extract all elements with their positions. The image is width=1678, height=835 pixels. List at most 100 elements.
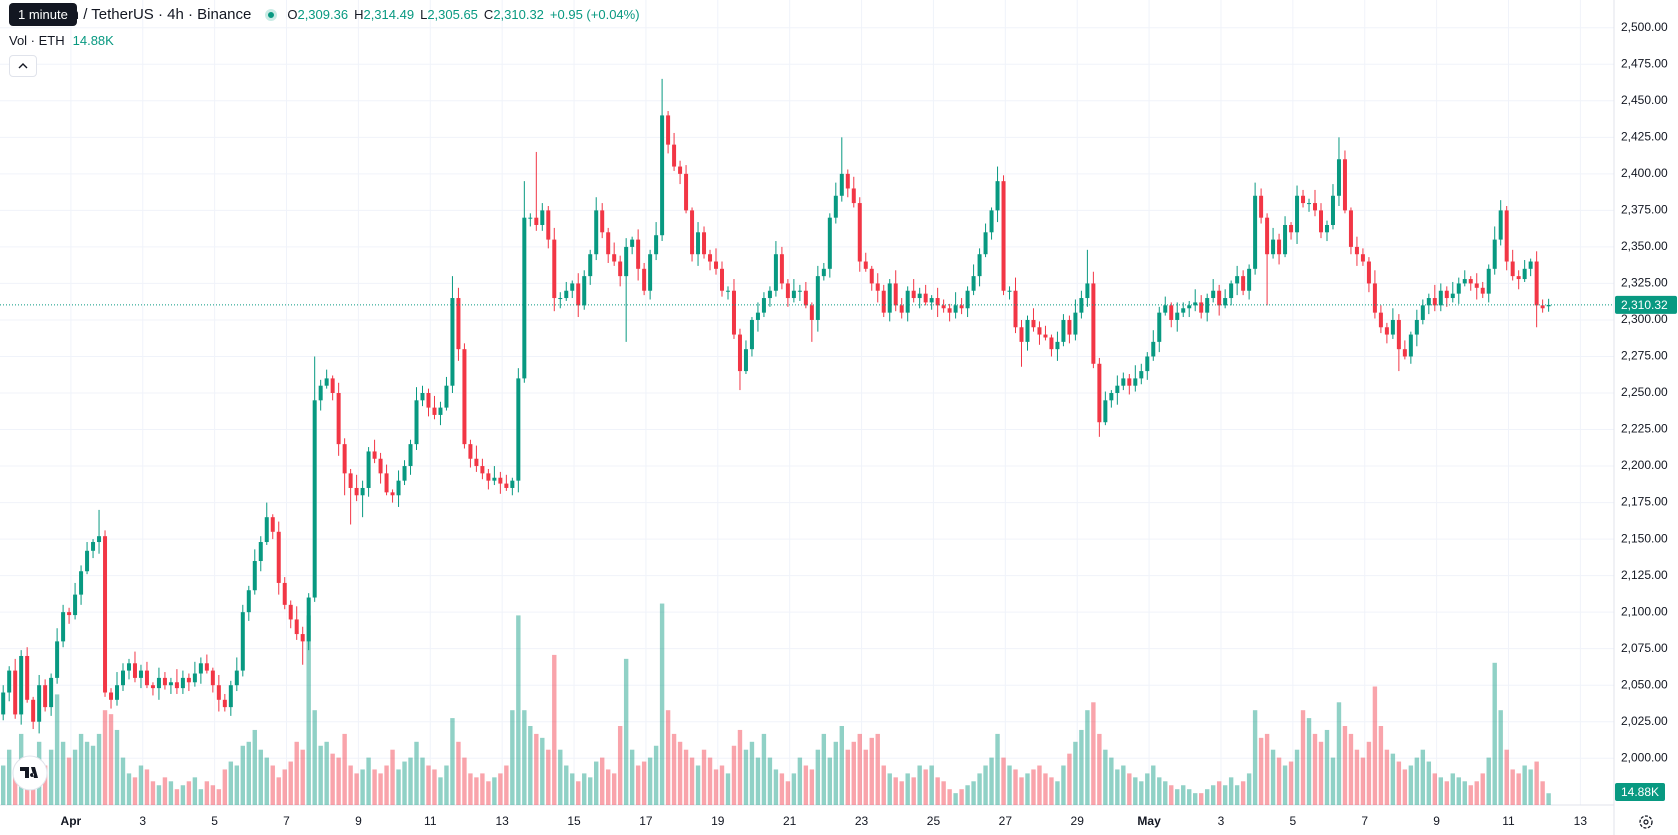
volume-bar xyxy=(893,777,898,805)
candle-body xyxy=(198,663,203,674)
volume-bar xyxy=(498,773,503,805)
volume-bar xyxy=(1163,781,1168,805)
volume-bar xyxy=(683,749,689,805)
volume-bar xyxy=(941,781,946,805)
volume-bar xyxy=(1133,777,1138,805)
candle-body xyxy=(270,517,275,532)
volume-bar xyxy=(905,773,910,805)
candle-body xyxy=(1390,319,1395,335)
volume-bar xyxy=(1264,733,1270,805)
volume-bar xyxy=(1228,777,1234,805)
logo-mark xyxy=(20,767,38,778)
candle-body xyxy=(31,699,36,722)
volume-bar xyxy=(588,777,593,805)
y-tick-label: 2,500.00 xyxy=(1621,20,1668,34)
candle-body xyxy=(252,561,257,591)
candle-body xyxy=(258,542,263,562)
volume-bar xyxy=(1109,757,1114,805)
volume-bar xyxy=(1510,769,1515,805)
volume-bar xyxy=(222,769,228,805)
volume-bar xyxy=(995,733,1000,805)
candle-body xyxy=(612,254,617,262)
candle-body xyxy=(1091,283,1096,364)
volume-bar xyxy=(396,769,401,805)
volume-bar xyxy=(372,769,377,805)
volume-bar xyxy=(707,757,713,805)
volume-bar xyxy=(617,726,623,805)
candle-body xyxy=(1408,334,1413,357)
x-tick-label: 25 xyxy=(927,814,941,828)
candle-body xyxy=(1354,246,1359,255)
candle-body xyxy=(174,682,179,689)
volume-bar xyxy=(138,765,144,805)
candle-body xyxy=(720,268,724,291)
candle-body xyxy=(1061,319,1066,342)
volume-bar xyxy=(899,781,904,805)
candle-body xyxy=(1486,268,1491,294)
collapse-button[interactable] xyxy=(9,55,37,77)
volume-bar xyxy=(671,733,677,805)
candle-body xyxy=(857,203,862,262)
volume-bar xyxy=(276,777,281,805)
candle-body xyxy=(1205,298,1210,313)
candle-body xyxy=(1007,290,1012,292)
volume-bar xyxy=(246,741,251,805)
volume-bar xyxy=(641,761,647,805)
candle-body xyxy=(983,232,988,255)
volume-bar xyxy=(1426,761,1432,805)
candle-body xyxy=(1319,210,1323,233)
volume-bar xyxy=(935,777,940,805)
x-tick-label: Apr xyxy=(61,814,82,828)
candle-body xyxy=(1283,224,1288,255)
x-tick-label: 7 xyxy=(1361,814,1368,828)
candle-body xyxy=(1528,261,1533,269)
volume-bar xyxy=(510,710,515,805)
candle-body xyxy=(959,305,964,309)
volume-bar xyxy=(60,741,66,805)
ohlc-value: 2,310.32 xyxy=(493,7,544,22)
volume-bar xyxy=(1342,726,1348,805)
volume-bar xyxy=(1007,765,1012,805)
x-tick-label: 5 xyxy=(211,814,218,828)
volume-bar xyxy=(360,769,365,805)
candle-body xyxy=(1139,371,1144,379)
candle-body xyxy=(672,144,677,167)
gear-hub xyxy=(1643,819,1649,825)
settings-icon[interactable] xyxy=(1639,815,1653,829)
ohlc-high: H2,314.49 xyxy=(354,7,414,22)
candle-body xyxy=(546,210,551,240)
volume-bar xyxy=(1444,781,1449,805)
volume-bar xyxy=(1151,765,1156,805)
volume-bar xyxy=(1492,662,1497,805)
volume-bar xyxy=(1462,781,1467,805)
volume-bar xyxy=(252,729,257,805)
candle-body xyxy=(390,492,395,496)
candle-body xyxy=(126,663,131,671)
volume-bar xyxy=(48,749,54,805)
volume-bar xyxy=(743,749,749,805)
volume-bar xyxy=(1049,777,1054,805)
y-tick-label: 2,275.00 xyxy=(1621,349,1668,363)
candle-body xyxy=(606,232,611,255)
x-tick-label: 15 xyxy=(567,814,581,828)
candle-body xyxy=(1307,203,1312,205)
x-tick-label: 11 xyxy=(1502,814,1515,828)
candle-body xyxy=(1043,334,1048,338)
candle-body xyxy=(755,312,760,320)
candle-body xyxy=(1324,224,1329,233)
volume-bar xyxy=(1438,777,1443,805)
candle-body xyxy=(1109,393,1114,401)
candle-body xyxy=(216,685,221,700)
candle-body xyxy=(630,239,635,247)
x-tick-label: 21 xyxy=(783,814,797,828)
volume-bar xyxy=(1522,765,1527,805)
candle-body xyxy=(1534,261,1539,306)
x-tick-label: 23 xyxy=(855,814,869,828)
x-tick-label: 19 xyxy=(711,814,725,828)
volume-bar xyxy=(857,733,862,805)
candle-body xyxy=(276,531,281,583)
candle-body xyxy=(1516,276,1521,280)
candle-body xyxy=(929,298,934,303)
volume-bar xyxy=(432,769,437,805)
